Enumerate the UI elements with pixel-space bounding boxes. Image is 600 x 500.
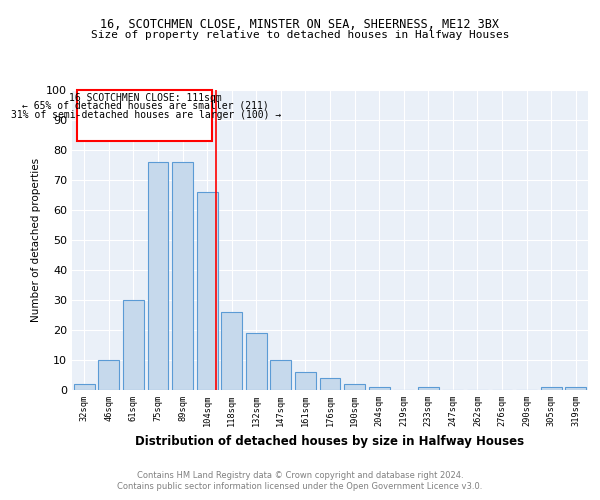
Bar <box>77 90 212 141</box>
Text: ← 65% of detached houses are smaller (211): ← 65% of detached houses are smaller (21… <box>22 100 269 110</box>
Text: Size of property relative to detached houses in Halfway Houses: Size of property relative to detached ho… <box>91 30 509 40</box>
Bar <box>172 162 193 390</box>
Bar <box>221 312 242 390</box>
Text: Contains public sector information licensed under the Open Government Licence v3: Contains public sector information licen… <box>118 482 482 491</box>
Text: 31% of semi-detached houses are larger (100) →: 31% of semi-detached houses are larger (… <box>11 110 281 120</box>
Bar <box>271 360 292 390</box>
Text: Contains HM Land Registry data © Crown copyright and database right 2024.: Contains HM Land Registry data © Crown c… <box>137 471 463 480</box>
Bar <box>368 387 389 390</box>
Bar <box>320 378 340 390</box>
Bar <box>197 192 218 390</box>
Bar <box>295 372 316 390</box>
Text: 16, SCOTCHMEN CLOSE, MINSTER ON SEA, SHEERNESS, ME12 3BX: 16, SCOTCHMEN CLOSE, MINSTER ON SEA, SHE… <box>101 18 499 30</box>
Bar <box>418 387 439 390</box>
Bar <box>74 384 95 390</box>
Bar <box>344 384 365 390</box>
Bar <box>541 387 562 390</box>
X-axis label: Distribution of detached houses by size in Halfway Houses: Distribution of detached houses by size … <box>136 434 524 448</box>
Bar <box>246 333 267 390</box>
Bar <box>98 360 119 390</box>
Bar <box>123 300 144 390</box>
Bar <box>148 162 169 390</box>
Text: 16 SCOTCHMEN CLOSE: 111sqm: 16 SCOTCHMEN CLOSE: 111sqm <box>70 93 222 103</box>
Bar <box>565 387 586 390</box>
Y-axis label: Number of detached properties: Number of detached properties <box>31 158 41 322</box>
